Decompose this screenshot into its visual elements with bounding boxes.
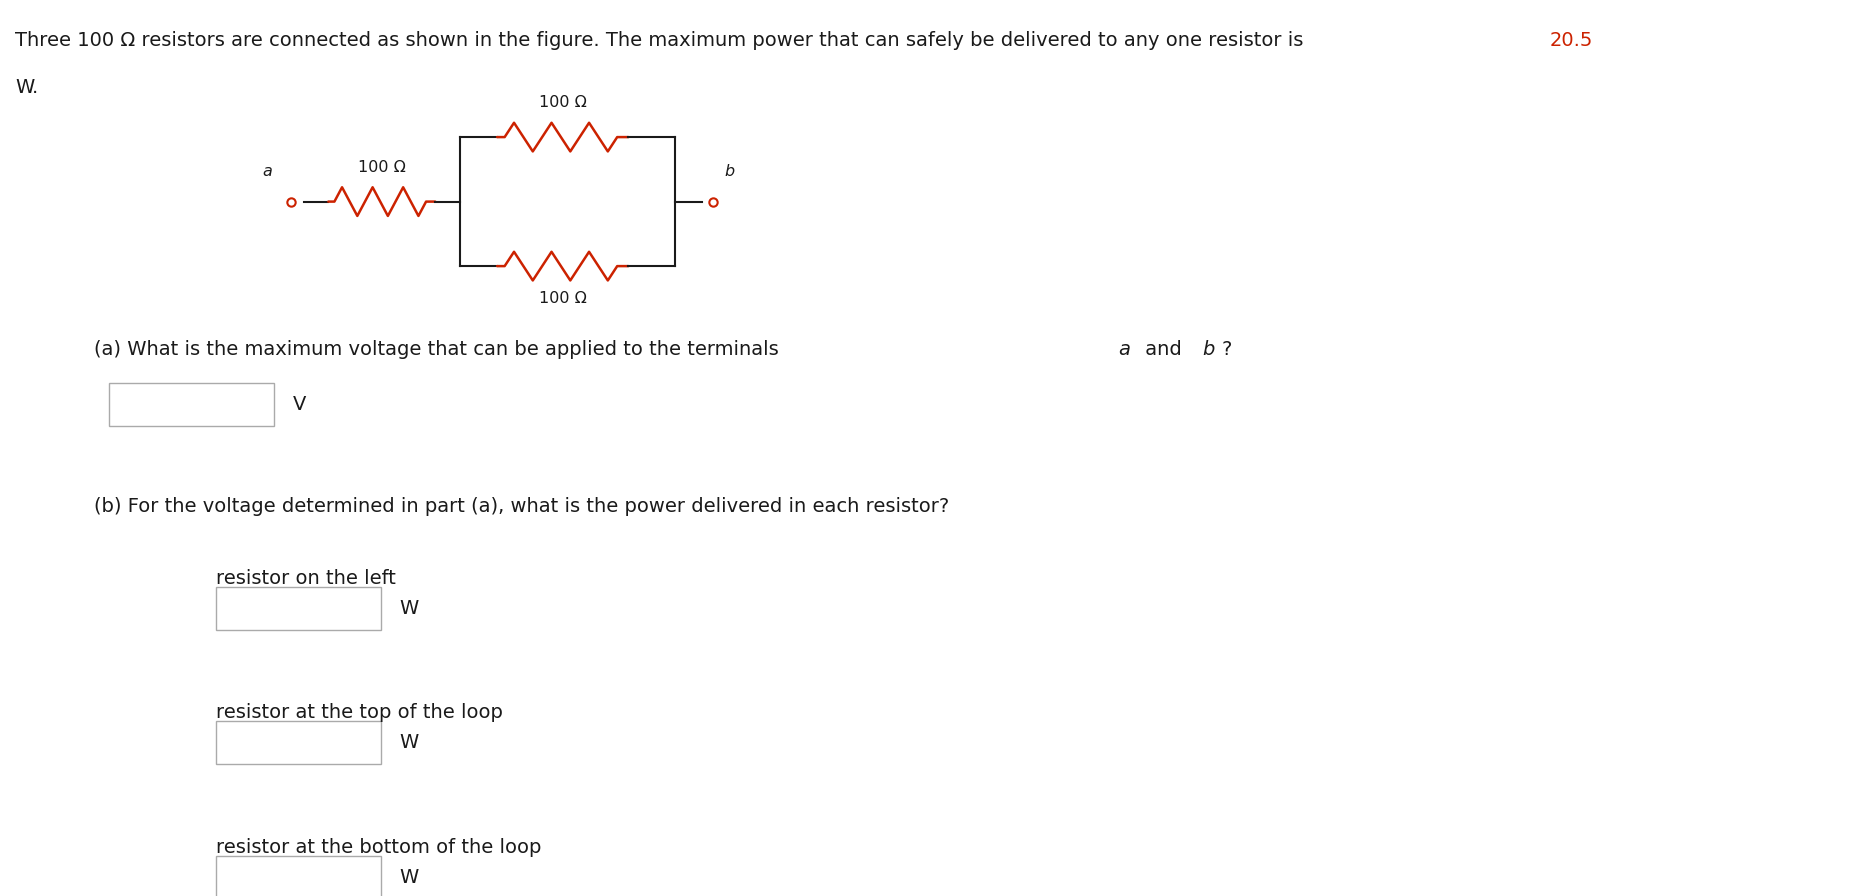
Text: W: W (400, 867, 418, 887)
Text: W.: W. (15, 78, 38, 97)
Text: a: a (1118, 340, 1129, 359)
Text: Three 100 Ω resistors are connected as shown in the figure. The maximum power th: Three 100 Ω resistors are connected as s… (15, 31, 1309, 50)
Text: resistor at the top of the loop: resistor at the top of the loop (216, 703, 503, 722)
Text: ?: ? (1221, 340, 1233, 359)
Text: W: W (400, 599, 418, 618)
Text: (a) What is the maximum voltage that can be applied to the terminals: (a) What is the maximum voltage that can… (94, 340, 792, 359)
Text: and: and (1139, 340, 1188, 359)
FancyBboxPatch shape (216, 587, 381, 630)
Text: resistor on the left: resistor on the left (216, 569, 396, 588)
Text: W: W (400, 733, 418, 753)
Text: a: a (263, 164, 272, 179)
Text: 100 Ω: 100 Ω (538, 95, 587, 110)
Text: (b) For the voltage determined in part (a), what is the power delivered in each : (b) For the voltage determined in part (… (94, 497, 949, 516)
Text: b: b (724, 164, 734, 179)
Text: V: V (293, 394, 306, 414)
FancyBboxPatch shape (109, 383, 274, 426)
FancyBboxPatch shape (216, 721, 381, 764)
Text: 20.5: 20.5 (1550, 31, 1593, 50)
Text: 100 Ω: 100 Ω (538, 291, 587, 306)
Text: resistor at the bottom of the loop: resistor at the bottom of the loop (216, 838, 540, 857)
Text: b: b (1203, 340, 1216, 359)
Text: 100 Ω: 100 Ω (358, 159, 405, 175)
FancyBboxPatch shape (216, 856, 381, 896)
